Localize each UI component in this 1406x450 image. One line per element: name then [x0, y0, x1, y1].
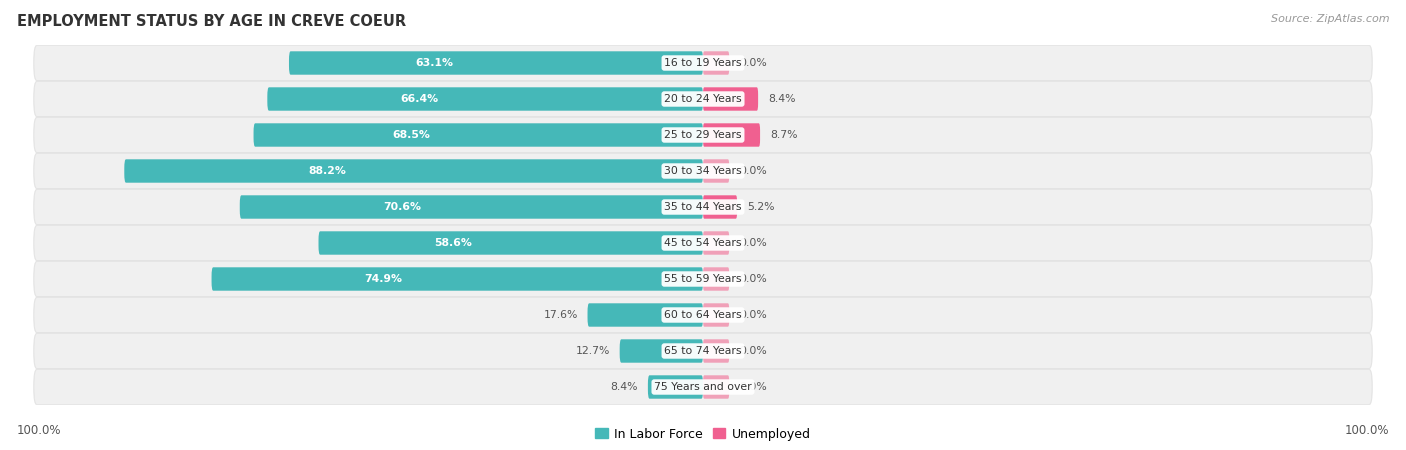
- Text: 0.0%: 0.0%: [740, 238, 766, 248]
- FancyBboxPatch shape: [34, 118, 1372, 152]
- Text: 60 to 64 Years: 60 to 64 Years: [664, 310, 742, 320]
- FancyBboxPatch shape: [267, 87, 703, 111]
- Text: 16 to 19 Years: 16 to 19 Years: [664, 58, 742, 68]
- FancyBboxPatch shape: [34, 46, 1372, 80]
- Text: 100.0%: 100.0%: [1344, 423, 1389, 436]
- Text: 0.0%: 0.0%: [740, 274, 766, 284]
- FancyBboxPatch shape: [703, 231, 730, 255]
- Text: 17.6%: 17.6%: [543, 310, 578, 320]
- FancyBboxPatch shape: [211, 267, 703, 291]
- Text: 55 to 59 Years: 55 to 59 Years: [664, 274, 742, 284]
- Text: 45 to 54 Years: 45 to 54 Years: [664, 238, 742, 248]
- FancyBboxPatch shape: [703, 87, 758, 111]
- FancyBboxPatch shape: [34, 226, 1372, 260]
- Text: 5.2%: 5.2%: [747, 202, 775, 212]
- Text: 0.0%: 0.0%: [740, 346, 766, 356]
- Text: 65 to 74 Years: 65 to 74 Years: [664, 346, 742, 356]
- Text: Source: ZipAtlas.com: Source: ZipAtlas.com: [1271, 14, 1389, 23]
- FancyBboxPatch shape: [34, 370, 1372, 404]
- Legend: In Labor Force, Unemployed: In Labor Force, Unemployed: [591, 423, 815, 446]
- Text: 88.2%: 88.2%: [308, 166, 346, 176]
- Text: 0.0%: 0.0%: [740, 58, 766, 68]
- FancyBboxPatch shape: [34, 190, 1372, 224]
- FancyBboxPatch shape: [703, 51, 730, 75]
- Text: EMPLOYMENT STATUS BY AGE IN CREVE COEUR: EMPLOYMENT STATUS BY AGE IN CREVE COEUR: [17, 14, 406, 28]
- Text: 35 to 44 Years: 35 to 44 Years: [664, 202, 742, 212]
- FancyBboxPatch shape: [648, 375, 703, 399]
- FancyBboxPatch shape: [703, 339, 730, 363]
- Text: 0.0%: 0.0%: [740, 166, 766, 176]
- FancyBboxPatch shape: [34, 298, 1372, 332]
- FancyBboxPatch shape: [703, 303, 730, 327]
- FancyBboxPatch shape: [34, 334, 1372, 368]
- Text: 30 to 34 Years: 30 to 34 Years: [664, 166, 742, 176]
- Text: 25 to 29 Years: 25 to 29 Years: [664, 130, 742, 140]
- Text: 20 to 24 Years: 20 to 24 Years: [664, 94, 742, 104]
- Text: 66.4%: 66.4%: [401, 94, 439, 104]
- Text: 74.9%: 74.9%: [364, 274, 402, 284]
- FancyBboxPatch shape: [319, 231, 703, 255]
- FancyBboxPatch shape: [34, 82, 1372, 116]
- Text: 75 Years and over: 75 Years and over: [654, 382, 752, 392]
- FancyBboxPatch shape: [703, 195, 737, 219]
- FancyBboxPatch shape: [703, 123, 761, 147]
- Text: 8.7%: 8.7%: [770, 130, 797, 140]
- FancyBboxPatch shape: [703, 375, 730, 399]
- Text: 12.7%: 12.7%: [575, 346, 610, 356]
- FancyBboxPatch shape: [34, 262, 1372, 296]
- Text: 0.0%: 0.0%: [740, 310, 766, 320]
- Text: 63.1%: 63.1%: [415, 58, 453, 68]
- Text: 8.4%: 8.4%: [610, 382, 638, 392]
- FancyBboxPatch shape: [588, 303, 703, 327]
- FancyBboxPatch shape: [620, 339, 703, 363]
- FancyBboxPatch shape: [240, 195, 703, 219]
- Text: 0.0%: 0.0%: [740, 382, 766, 392]
- FancyBboxPatch shape: [253, 123, 703, 147]
- Text: 8.4%: 8.4%: [768, 94, 796, 104]
- Text: 68.5%: 68.5%: [392, 130, 430, 140]
- FancyBboxPatch shape: [34, 154, 1372, 188]
- FancyBboxPatch shape: [290, 51, 703, 75]
- Text: 100.0%: 100.0%: [17, 423, 62, 436]
- FancyBboxPatch shape: [703, 159, 730, 183]
- FancyBboxPatch shape: [703, 267, 730, 291]
- FancyBboxPatch shape: [124, 159, 703, 183]
- Text: 70.6%: 70.6%: [382, 202, 420, 212]
- Text: 58.6%: 58.6%: [434, 238, 472, 248]
